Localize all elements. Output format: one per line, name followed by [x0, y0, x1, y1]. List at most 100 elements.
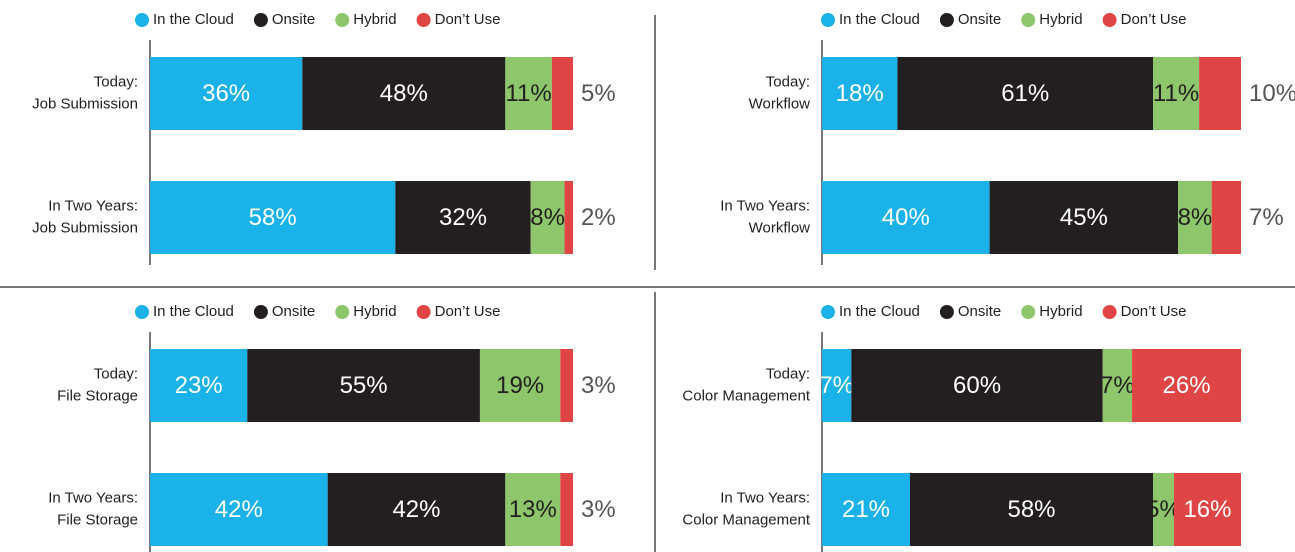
value-label: 19%: [496, 372, 544, 399]
value-label: 45%: [1060, 204, 1108, 231]
bar-segment: [1178, 181, 1212, 254]
bar-segment: [302, 57, 506, 130]
legend-label: In the Cloud: [153, 303, 234, 320]
category-label: Today:: [94, 73, 138, 90]
bar-segment: [1153, 57, 1200, 130]
value-label: 55%: [340, 372, 388, 399]
legend-label: In the Cloud: [839, 11, 920, 28]
bar-segment: [822, 57, 898, 130]
category-label: Workflow: [749, 219, 811, 236]
value-label: 13%: [509, 496, 557, 523]
legend-swatch: [253, 13, 268, 27]
legend-label: Don’t Use: [435, 303, 501, 320]
value-label: 3%: [581, 496, 616, 523]
bar-segment: [247, 349, 480, 422]
category-label: Job Submission: [32, 219, 138, 236]
value-label: 3%: [581, 372, 616, 399]
bar-segment: [1211, 181, 1241, 254]
bar-segment: [505, 57, 552, 130]
category-label: Color Management: [682, 387, 810, 404]
bar-segment: [560, 473, 573, 546]
legend-label: In the Cloud: [839, 303, 920, 320]
value-label: 21%: [842, 496, 890, 523]
category-label: Today:: [766, 73, 810, 90]
bar-segment: [1173, 473, 1241, 546]
value-label: 60%: [953, 372, 1001, 399]
value-label: 2%: [581, 204, 616, 231]
value-label: 40%: [882, 204, 930, 231]
legend-label: Hybrid: [1039, 303, 1082, 320]
bar-segment: [989, 181, 1179, 254]
category-label: In Two Years:: [48, 197, 138, 214]
legend-swatch: [1102, 13, 1117, 27]
legend-swatch: [939, 13, 954, 27]
value-label: 26%: [1163, 372, 1211, 399]
value-label: 7%: [819, 372, 854, 399]
value-label: 48%: [380, 80, 428, 107]
category-label: In Two Years:: [720, 197, 810, 214]
category-label: In Two Years:: [720, 489, 810, 506]
bar-segment: [327, 473, 506, 546]
bar-segment: [150, 473, 328, 546]
value-label: 23%: [175, 372, 223, 399]
value-label: 16%: [1183, 496, 1231, 523]
category-label: Color Management: [682, 511, 810, 528]
legend-label: In the Cloud: [153, 11, 234, 28]
legend-swatch: [135, 13, 149, 27]
legend-swatch: [253, 305, 268, 319]
value-label: 8%: [530, 204, 565, 231]
bar-segment: [150, 181, 396, 254]
category-label: File Storage: [57, 387, 138, 404]
legend-label: Don’t Use: [1121, 303, 1187, 320]
legend-swatch: [135, 305, 149, 319]
legend-label: Hybrid: [353, 11, 396, 28]
category-label: Job Submission: [32, 95, 138, 112]
bar-segment: [564, 181, 573, 254]
bar-segment: [909, 473, 1154, 546]
value-label: 11%: [1153, 80, 1199, 107]
legend-swatch: [1021, 13, 1036, 27]
bar-segment: [822, 473, 910, 546]
value-label: 11%: [505, 80, 551, 107]
category-label: Today:: [766, 365, 810, 382]
value-label: 42%: [392, 496, 440, 523]
bar-segment: [395, 181, 531, 254]
bar-segment: [822, 349, 852, 422]
value-label: 10%: [1249, 80, 1295, 107]
bar-segment: [505, 473, 561, 546]
bar-segment: [1153, 473, 1174, 546]
value-label: 7%: [1100, 372, 1135, 399]
value-label: 18%: [836, 80, 884, 107]
legend-swatch: [335, 13, 350, 27]
bar-segment: [479, 349, 561, 422]
value-label: 5%: [581, 80, 616, 107]
value-label: 58%: [1007, 496, 1055, 523]
legend-swatch: [416, 13, 431, 27]
value-label: 36%: [202, 80, 250, 107]
bar-segment: [150, 349, 248, 422]
category-label: File Storage: [57, 511, 138, 528]
bar-segment: [1199, 57, 1241, 130]
category-label: Today:: [94, 365, 138, 382]
bar-segment: [551, 57, 573, 130]
legend-swatch: [416, 305, 431, 319]
legend-label: Don’t Use: [1121, 11, 1187, 28]
legend-label: Onsite: [272, 303, 315, 320]
bar-segment: [1132, 349, 1241, 422]
legend-swatch: [821, 13, 835, 27]
legend-swatch: [939, 305, 954, 319]
bar-segment: [1102, 349, 1133, 422]
value-label: 32%: [439, 204, 487, 231]
legend-swatch: [1102, 305, 1117, 319]
value-label: 7%: [1249, 204, 1284, 231]
bar-segment: [897, 57, 1154, 130]
legend-label: Onsite: [958, 11, 1001, 28]
value-label: 58%: [249, 204, 297, 231]
legend-swatch: [1021, 305, 1036, 319]
legend-swatch: [821, 305, 835, 319]
bar-segment: [150, 57, 303, 130]
legend-label: Don’t Use: [435, 11, 501, 28]
legend-swatch: [335, 305, 350, 319]
bar-segment: [560, 349, 573, 422]
